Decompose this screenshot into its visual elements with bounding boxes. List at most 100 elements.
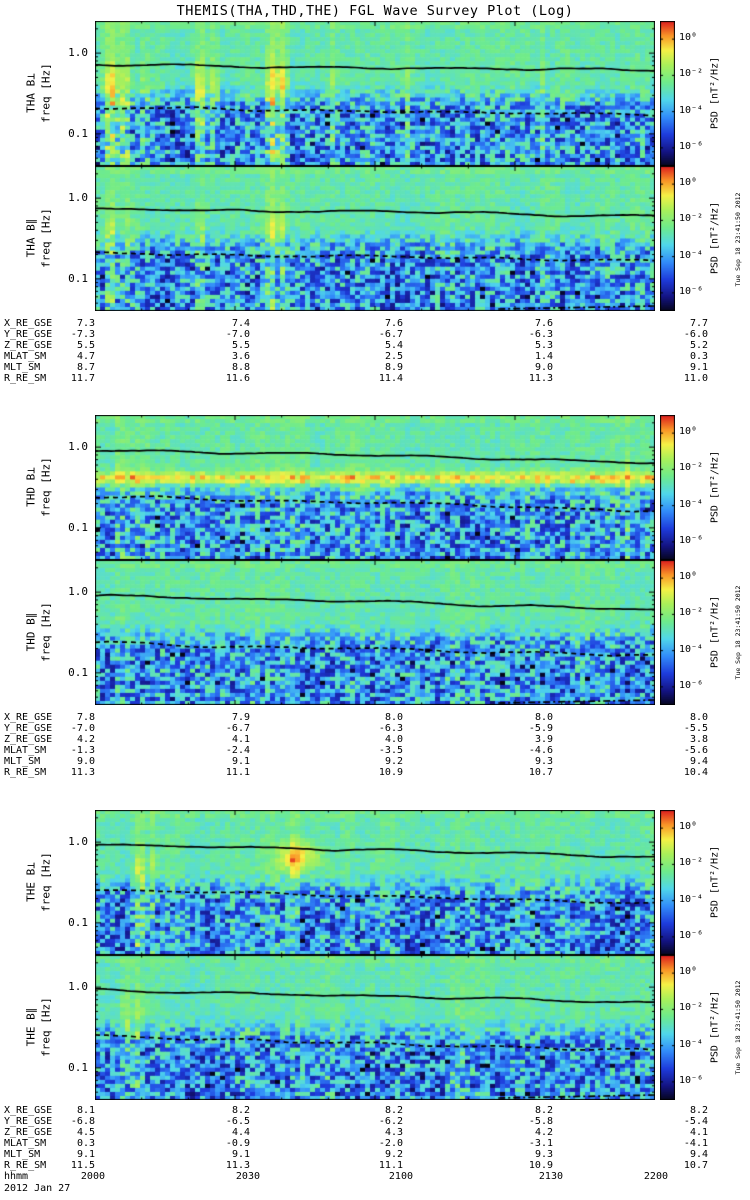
ephemeris-value: 9.2 xyxy=(384,756,403,767)
ephemeris-value: 11.5 xyxy=(70,1160,95,1171)
ephemeris-row-label: R_RE_SM xyxy=(4,1160,47,1171)
spectrogram-the-bpar xyxy=(95,955,655,1100)
y-tick-label: 0.1 xyxy=(68,521,88,534)
colorbar-tick-label: 10⁻⁶ xyxy=(679,930,704,941)
colorbar-the-bperp xyxy=(660,810,675,955)
ephemeris-value: 4.3 xyxy=(384,1127,403,1138)
ephemeris-row-label: MLAT_SM xyxy=(4,745,47,756)
ephemeris-row-label: Y_RE_GSE xyxy=(4,1116,53,1127)
ephemeris-value: 11.0 xyxy=(683,373,708,384)
ephemeris-row-values: 4.5 4.4 4.3 4.2 4.1 xyxy=(0,1127,750,1138)
ephemeris-value: 10.4 xyxy=(683,767,708,778)
colorbar-axis-label: PSD [nT²/Hz] xyxy=(709,595,721,669)
ephemeris-value: 5.3 xyxy=(534,340,553,351)
ephemeris-value: 4.1 xyxy=(231,734,250,745)
ephemeris-value: 7.9 xyxy=(231,712,250,723)
ephemeris-row: MLT_SM 9.0 9.1 9.2 9.3 9.4 xyxy=(0,756,750,767)
ephemeris-value: -1.3 xyxy=(70,745,95,756)
colorbar-tick-label: 10⁰ xyxy=(679,32,698,43)
y-tick-label: 1.0 xyxy=(68,46,88,59)
colorbar-axis-label: PSD [nT²/Hz] xyxy=(709,450,721,524)
ephemeris-value: -6.7 xyxy=(378,329,403,340)
ephemeris-value: 4.1 xyxy=(689,1127,708,1138)
ephemeris-value: 11.4 xyxy=(378,373,403,384)
colorbar-tick-label: 10⁰ xyxy=(679,571,698,582)
ephemeris-value: 11.1 xyxy=(378,1160,403,1171)
ephemeris-value: -5.8 xyxy=(528,1116,553,1127)
ephemeris-value: 9.1 xyxy=(231,756,250,767)
ephemeris-value: 11.6 xyxy=(225,373,250,384)
colorbar-tick-label: 10⁰ xyxy=(679,821,698,832)
y-axis-label-group: THD B∥ freq [Hz] xyxy=(24,560,54,705)
colorbar-tick-label: 10⁻² xyxy=(679,1002,704,1013)
y-tick-label: 1.0 xyxy=(68,835,88,848)
ephemeris-row: Z_RE_GSE 4.2 4.1 4.0 3.9 3.8 xyxy=(0,734,750,745)
ephemeris-row: Y_RE_GSE -7.0 -6.7 -6.3 -5.9 -5.5 xyxy=(0,723,750,734)
ephemeris-row-label: X_RE_GSE xyxy=(4,318,53,329)
time-axis: hhmm 2000 2030 2100 2130 2200 xyxy=(0,1171,750,1182)
time-tick-label: 2030 xyxy=(235,1171,260,1182)
time-tick-label: 2100 xyxy=(388,1171,413,1182)
ephemeris-row: Y_RE_GSE -7.3 -7.0 -6.7 -6.3 -6.0 xyxy=(0,329,750,340)
ephemeris-row: MLT_SM 8.7 8.8 8.9 9.0 9.1 xyxy=(0,362,750,373)
ephemeris-value: 7.6 xyxy=(384,318,403,329)
ephemeris-value: -2.4 xyxy=(225,745,250,756)
y-axis-label-group: THE B⊥ freq [Hz] xyxy=(24,810,54,955)
ephemeris-value: 8.0 xyxy=(534,712,553,723)
ephemeris-row-values: 11.7 11.6 11.4 11.3 11.0 xyxy=(0,373,750,384)
y-tick-label: 1.0 xyxy=(68,191,88,204)
colorbar-tick-label: 10⁻⁶ xyxy=(679,1075,704,1086)
ephemeris-row-label: Y_RE_GSE xyxy=(4,329,53,340)
time-tick-label: 2130 xyxy=(538,1171,563,1182)
ephemeris-value: 10.9 xyxy=(378,767,403,778)
y-tick-label: 0.1 xyxy=(68,916,88,929)
ephemeris-row-values: -1.3 -2.4 -3.5 -4.6 -5.6 xyxy=(0,745,750,756)
colorbar-tick-label: 10⁻² xyxy=(679,213,704,224)
spectrogram-thd-bpar xyxy=(95,560,655,705)
ephemeris-row-label: MLAT_SM xyxy=(4,351,47,362)
time-tick-label: 2200 xyxy=(643,1171,668,1182)
colorbar-axis-label: PSD [nT²/Hz] xyxy=(709,990,721,1064)
y-tick-label: 0.1 xyxy=(68,666,88,679)
colorbar-thd-bperp xyxy=(660,415,675,560)
ephemeris-row-label: MLT_SM xyxy=(4,756,41,767)
ephemeris-value: 3.6 xyxy=(231,351,250,362)
ephemeris-value: -2.0 xyxy=(378,1138,403,1149)
ephemeris-row-values: -6.8 -6.5 -6.2 -5.8 -5.4 xyxy=(0,1116,750,1127)
ephemeris-value: 11.3 xyxy=(70,767,95,778)
colorbar-tick-label: 10⁻² xyxy=(679,857,704,868)
ephemeris-row-values: 7.3 7.4 7.6 7.6 7.7 xyxy=(0,318,750,329)
ephemeris-value: -4.6 xyxy=(528,745,553,756)
ephemeris-value: 8.0 xyxy=(384,712,403,723)
time-axis-ticks: 2000 2030 2100 2130 2200 xyxy=(0,1171,750,1182)
colorbar-axis-label: PSD [nT²/Hz] xyxy=(709,845,721,919)
ephemeris-value: 11.1 xyxy=(225,767,250,778)
ephemeris-value: 9.0 xyxy=(76,756,95,767)
ephemeris-value: -6.3 xyxy=(528,329,553,340)
date-label: 2012 Jan 27 xyxy=(4,1183,71,1194)
ephemeris-row: MLAT_SM -1.3 -2.4 -3.5 -4.6 -5.6 xyxy=(0,745,750,756)
ephemeris-value: -6.2 xyxy=(378,1116,403,1127)
ephemeris-value: 9.3 xyxy=(534,756,553,767)
ephemeris-value: 10.7 xyxy=(528,767,553,778)
colorbar-tick-label: 10⁻⁶ xyxy=(679,141,704,152)
ephemeris-value: -6.7 xyxy=(225,723,250,734)
colorbar-tick-label: 10⁻⁶ xyxy=(679,680,704,691)
ephemeris-value: 7.6 xyxy=(534,318,553,329)
colorbar-tick-label: 10⁻⁴ xyxy=(679,499,704,510)
ephemeris-value: 5.2 xyxy=(689,340,708,351)
ephemeris-value: 5.5 xyxy=(76,340,95,351)
ephemeris-row: MLT_SM 9.1 9.1 9.2 9.3 9.4 xyxy=(0,1149,750,1160)
ephemeris-value: 8.2 xyxy=(384,1105,403,1116)
ephemeris-table-the: X_RE_GSE 8.1 8.2 8.2 8.2 8.2 Y_RE_GSE -6.8 -6… xyxy=(0,1105,750,1171)
creation-timestamp: Tue Sep 18 23:41:50 2012 xyxy=(734,192,742,287)
ephemeris-value: 8.2 xyxy=(231,1105,250,1116)
colorbar-thd-bpar xyxy=(660,560,675,705)
panel-the-bperp: THE B⊥ freq [Hz] 1.0 0.1 10⁰ 10⁻² 10⁻⁴ 1… xyxy=(0,810,750,955)
ephemeris-value: 7.8 xyxy=(76,712,95,723)
panel-thd-bpar: THD B∥ freq [Hz] 1.0 0.1 10⁰ 10⁻² 10⁻⁴ 1… xyxy=(0,560,750,705)
creation-timestamp: Tue Sep 18 23:41:50 2012 xyxy=(734,980,742,1075)
ephemeris-row-label: R_RE_SM xyxy=(4,767,47,778)
ephemeris-value: -6.5 xyxy=(225,1116,250,1127)
ephemeris-value: 9.4 xyxy=(689,1149,708,1160)
